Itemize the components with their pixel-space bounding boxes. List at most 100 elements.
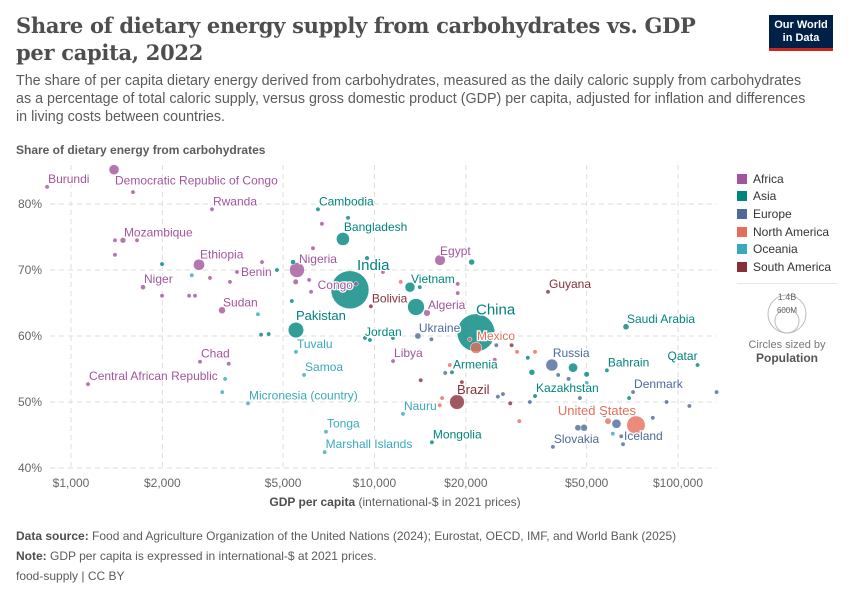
point-africa[interactable]: [140, 284, 146, 290]
legend-item-oceania[interactable]: Oceania: [737, 240, 831, 258]
point-africa[interactable]: [218, 306, 226, 314]
point-oceania[interactable]: [245, 400, 251, 406]
point-europe[interactable]: [495, 394, 501, 400]
point-africa[interactable]: [44, 184, 50, 190]
footer-license[interactable]: food-supply | CC BY: [16, 569, 125, 583]
legend-item-africa[interactable]: Africa: [737, 170, 831, 188]
point-south-america[interactable]: [416, 350, 422, 356]
point-oceania[interactable]: [584, 380, 590, 386]
point-europe[interactable]: [500, 391, 506, 397]
point-oceania[interactable]: [322, 449, 328, 455]
point-europe[interactable]: [442, 370, 448, 376]
owid-logo[interactable]: Our World in Data: [769, 15, 833, 51]
point-asia[interactable]: [532, 393, 538, 399]
point-asia[interactable]: [626, 395, 632, 401]
point-europe[interactable]: [611, 418, 622, 429]
point-europe[interactable]: [545, 358, 559, 372]
point-asia[interactable]: [367, 337, 373, 343]
point-africa[interactable]: [130, 189, 136, 195]
point-africa[interactable]: [134, 237, 140, 243]
point-africa[interactable]: [492, 357, 498, 363]
point-africa[interactable]: [108, 164, 120, 176]
point-south-america[interactable]: [507, 400, 513, 406]
point-north-america[interactable]: [532, 349, 538, 355]
point-oceania[interactable]: [610, 431, 616, 437]
point-europe[interactable]: [428, 336, 434, 342]
point-south-america[interactable]: [418, 377, 424, 383]
point-africa[interactable]: [455, 281, 461, 287]
point-africa[interactable]: [209, 206, 215, 212]
point-asia[interactable]: [362, 335, 368, 341]
point-europe[interactable]: [574, 424, 582, 432]
point-north-america[interactable]: [445, 328, 451, 334]
point-europe[interactable]: [589, 405, 595, 411]
point-europe[interactable]: [601, 412, 607, 418]
point-europe[interactable]: [566, 376, 572, 382]
point-asia[interactable]: [583, 371, 590, 378]
point-europe[interactable]: [630, 389, 636, 395]
point-africa[interactable]: [119, 237, 127, 244]
point-africa[interactable]: [455, 290, 461, 296]
point-europe[interactable]: [555, 372, 561, 378]
point-oceania[interactable]: [400, 411, 406, 417]
point-europe[interactable]: [414, 332, 422, 340]
point-oceania[interactable]: [222, 376, 228, 382]
point-asia[interactable]: [368, 261, 374, 267]
point-europe[interactable]: [580, 424, 588, 432]
point-africa[interactable]: [230, 300, 236, 306]
point-europe[interactable]: [664, 399, 670, 405]
point-asia[interactable]: [364, 255, 370, 261]
point-oceania[interactable]: [301, 372, 307, 378]
point-africa[interactable]: [292, 278, 299, 285]
point-north-america[interactable]: [467, 336, 473, 342]
legend-item-south-america[interactable]: South America: [737, 258, 831, 276]
point-africa[interactable]: [434, 254, 446, 266]
point-oceania[interactable]: [293, 349, 299, 355]
point-asia[interactable]: [525, 355, 531, 361]
point-asia[interactable]: [390, 335, 396, 341]
point-asia[interactable]: [429, 439, 435, 445]
point-asia[interactable]: [604, 367, 610, 373]
point-africa[interactable]: [112, 237, 118, 243]
point-asia[interactable]: [404, 281, 416, 293]
point-asia[interactable]: [417, 284, 423, 290]
point-asia[interactable]: [266, 331, 272, 337]
point-north-america[interactable]: [626, 415, 646, 435]
point-asia[interactable]: [449, 369, 455, 375]
point-asia[interactable]: [407, 298, 425, 316]
point-africa[interactable]: [192, 293, 198, 299]
point-africa[interactable]: [226, 361, 232, 367]
point-oceania[interactable]: [323, 429, 329, 435]
point-africa[interactable]: [159, 293, 165, 299]
point-asia[interactable]: [336, 232, 350, 246]
point-south-america[interactable]: [459, 379, 465, 385]
point-europe[interactable]: [650, 415, 656, 421]
point-europe[interactable]: [577, 395, 583, 401]
point-asia[interactable]: [622, 323, 630, 331]
point-africa[interactable]: [234, 269, 240, 275]
legend-item-asia[interactable]: Asia: [737, 188, 831, 206]
point-north-america[interactable]: [604, 417, 612, 425]
point-asia[interactable]: [290, 259, 296, 265]
point-asia[interactable]: [289, 298, 295, 304]
point-asia[interactable]: [287, 322, 304, 339]
point-asia[interactable]: [344, 224, 350, 230]
point-africa[interactable]: [193, 258, 205, 271]
point-oceania[interactable]: [255, 311, 261, 317]
point-europe[interactable]: [493, 342, 499, 348]
point-africa[interactable]: [310, 245, 316, 251]
point-africa[interactable]: [308, 289, 314, 295]
point-africa[interactable]: [289, 262, 305, 278]
point-europe[interactable]: [686, 403, 692, 409]
point-north-america[interactable]: [398, 279, 404, 285]
point-oceania[interactable]: [189, 272, 195, 278]
point-europe[interactable]: [618, 433, 624, 439]
point-asia[interactable]: [345, 215, 351, 221]
point-africa[interactable]: [85, 381, 91, 387]
point-africa[interactable]: [207, 275, 213, 281]
point-africa[interactable]: [380, 269, 386, 275]
point-north-america[interactable]: [514, 349, 520, 355]
point-asia[interactable]: [274, 267, 280, 273]
point-africa[interactable]: [186, 293, 192, 299]
point-south-america[interactable]: [509, 342, 515, 348]
